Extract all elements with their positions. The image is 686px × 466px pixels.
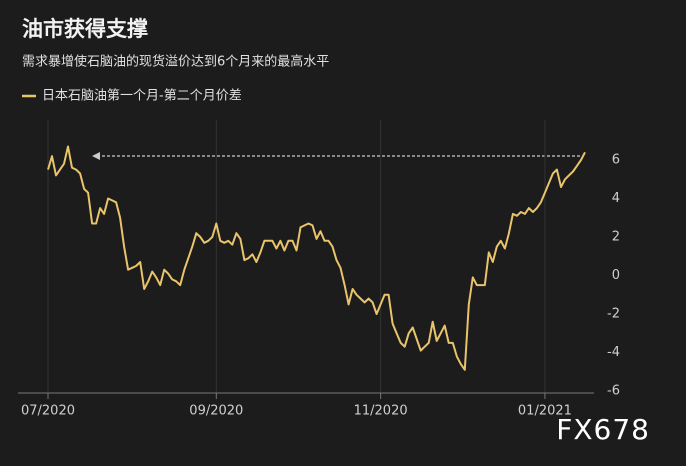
legend-label: 日本石脑油第一个月-第二个月价差 [42, 89, 242, 104]
y-tick-label: 0 [612, 268, 620, 283]
y-tick-label: -4 [607, 345, 620, 360]
watermark: FX678 [556, 413, 650, 446]
y-tick-label: 2 [612, 230, 620, 245]
annotation-arrow [92, 152, 580, 160]
x-tick-label: 11/2020 [354, 404, 408, 419]
x-tick-label: 07/2020 [21, 404, 75, 419]
y-tick-label: 4 [612, 191, 620, 206]
y-tick-label: -2 [607, 307, 620, 322]
chart-subtitle: 需求暴增使石脑油的现货溢价达到6个月来的最高水平 [22, 54, 329, 70]
x-tick-label: 09/2020 [189, 404, 243, 419]
y-tick-label: 6 [612, 153, 620, 168]
chart-title: 油市获得支撑 [22, 17, 148, 41]
x-tick-label: 01/2021 [518, 404, 572, 419]
y-tick-label: -6 [607, 384, 620, 399]
data-line [47, 145, 586, 371]
